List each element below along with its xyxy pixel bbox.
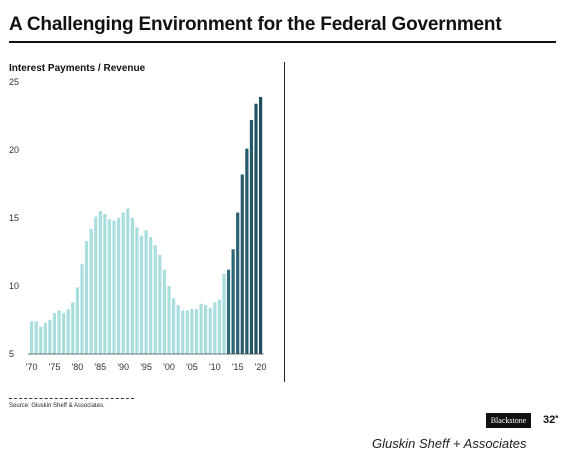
bar-1996 <box>149 237 153 354</box>
bar-2009 <box>208 307 212 354</box>
bar-1973 <box>43 322 47 354</box>
x-tick-label: '85 <box>94 362 106 372</box>
bar-2000 <box>167 286 171 354</box>
bar-2003 <box>181 310 185 354</box>
bar-1988 <box>112 220 116 354</box>
x-tick-label: '70 <box>26 362 38 372</box>
footer-brand: Gluskin Sheff + Associates <box>372 436 527 451</box>
y-tick-label: 5 <box>9 349 14 359</box>
y-tick-label: 15 <box>9 213 19 223</box>
bar-2015 <box>236 212 240 354</box>
bar-2007 <box>199 303 203 354</box>
bar-1975 <box>52 313 57 354</box>
bar-1971 <box>34 321 38 354</box>
bar-2016 <box>240 174 244 354</box>
bar-1972 <box>39 326 43 354</box>
bar-2010 <box>213 302 217 354</box>
page-number: 32* <box>543 414 558 426</box>
bar-1987 <box>107 219 112 354</box>
bar-1983 <box>89 228 93 354</box>
y-tick-label: 20 <box>9 145 19 155</box>
bar-1984 <box>94 216 98 354</box>
bar-1994 <box>139 235 144 354</box>
x-tick-label: '80 <box>72 362 84 372</box>
slide-title: A Challenging Environment for the Federa… <box>9 14 502 35</box>
bar-1989 <box>117 218 121 354</box>
bar-1976 <box>57 310 61 354</box>
page-number-value: 32 <box>543 414 556 426</box>
x-tick-label: '00 <box>163 362 175 372</box>
x-tick-label: '90 <box>117 362 129 372</box>
bar-1981 <box>80 264 84 354</box>
x-tick-label: '20 <box>255 362 267 372</box>
x-tick-label: '10 <box>209 362 221 372</box>
bar-1992 <box>130 218 134 354</box>
panel-divider <box>284 62 285 382</box>
y-axis-title: Interest Payments / Revenue <box>9 63 146 74</box>
bar-2002 <box>176 305 180 354</box>
bar-1977 <box>62 313 66 354</box>
bar-2001 <box>171 298 176 354</box>
bar-1990 <box>121 212 125 354</box>
x-tick-label: '15 <box>232 362 244 372</box>
source-note: Source: Gluskin Sheff & Associates. <box>9 403 105 409</box>
bar-2013 <box>226 269 231 354</box>
source-rule <box>9 398 134 399</box>
title-rule <box>9 41 556 43</box>
bar-2012 <box>222 273 226 354</box>
bar-2020 <box>259 96 263 355</box>
bar-2018 <box>249 120 254 354</box>
x-tick-label: '75 <box>49 362 61 372</box>
y-tick-label: 25 <box>9 77 19 87</box>
bar-1998 <box>158 254 162 354</box>
bar-1999 <box>162 269 167 354</box>
bar-1970 <box>30 321 34 354</box>
bar-2006 <box>194 309 199 354</box>
bar-1974 <box>48 320 52 354</box>
logo-text: Blackstone <box>490 416 527 425</box>
blackstone-logo: Blackstone <box>486 413 531 428</box>
bar-2017 <box>245 148 249 354</box>
bar-1978 <box>66 309 70 354</box>
bar-1982 <box>84 241 89 354</box>
bar-1995 <box>144 230 148 354</box>
page-mark: * <box>555 414 559 423</box>
bar-2004 <box>185 310 189 354</box>
bar-1986 <box>103 213 107 354</box>
bar-1979 <box>71 302 75 354</box>
bar-1997 <box>153 245 157 354</box>
bar-1985 <box>98 211 102 354</box>
bar-2019 <box>254 103 258 354</box>
bar-2011 <box>217 299 221 354</box>
bar-2014 <box>231 249 235 354</box>
y-tick-label: 10 <box>9 281 19 291</box>
bar-2008 <box>204 305 208 354</box>
bar-2005 <box>190 309 194 354</box>
x-tick-label: '95 <box>140 362 152 372</box>
bar-1991 <box>126 208 130 354</box>
bar-1993 <box>135 227 139 354</box>
x-tick-label: '05 <box>186 362 198 372</box>
bar-1980 <box>75 287 79 354</box>
